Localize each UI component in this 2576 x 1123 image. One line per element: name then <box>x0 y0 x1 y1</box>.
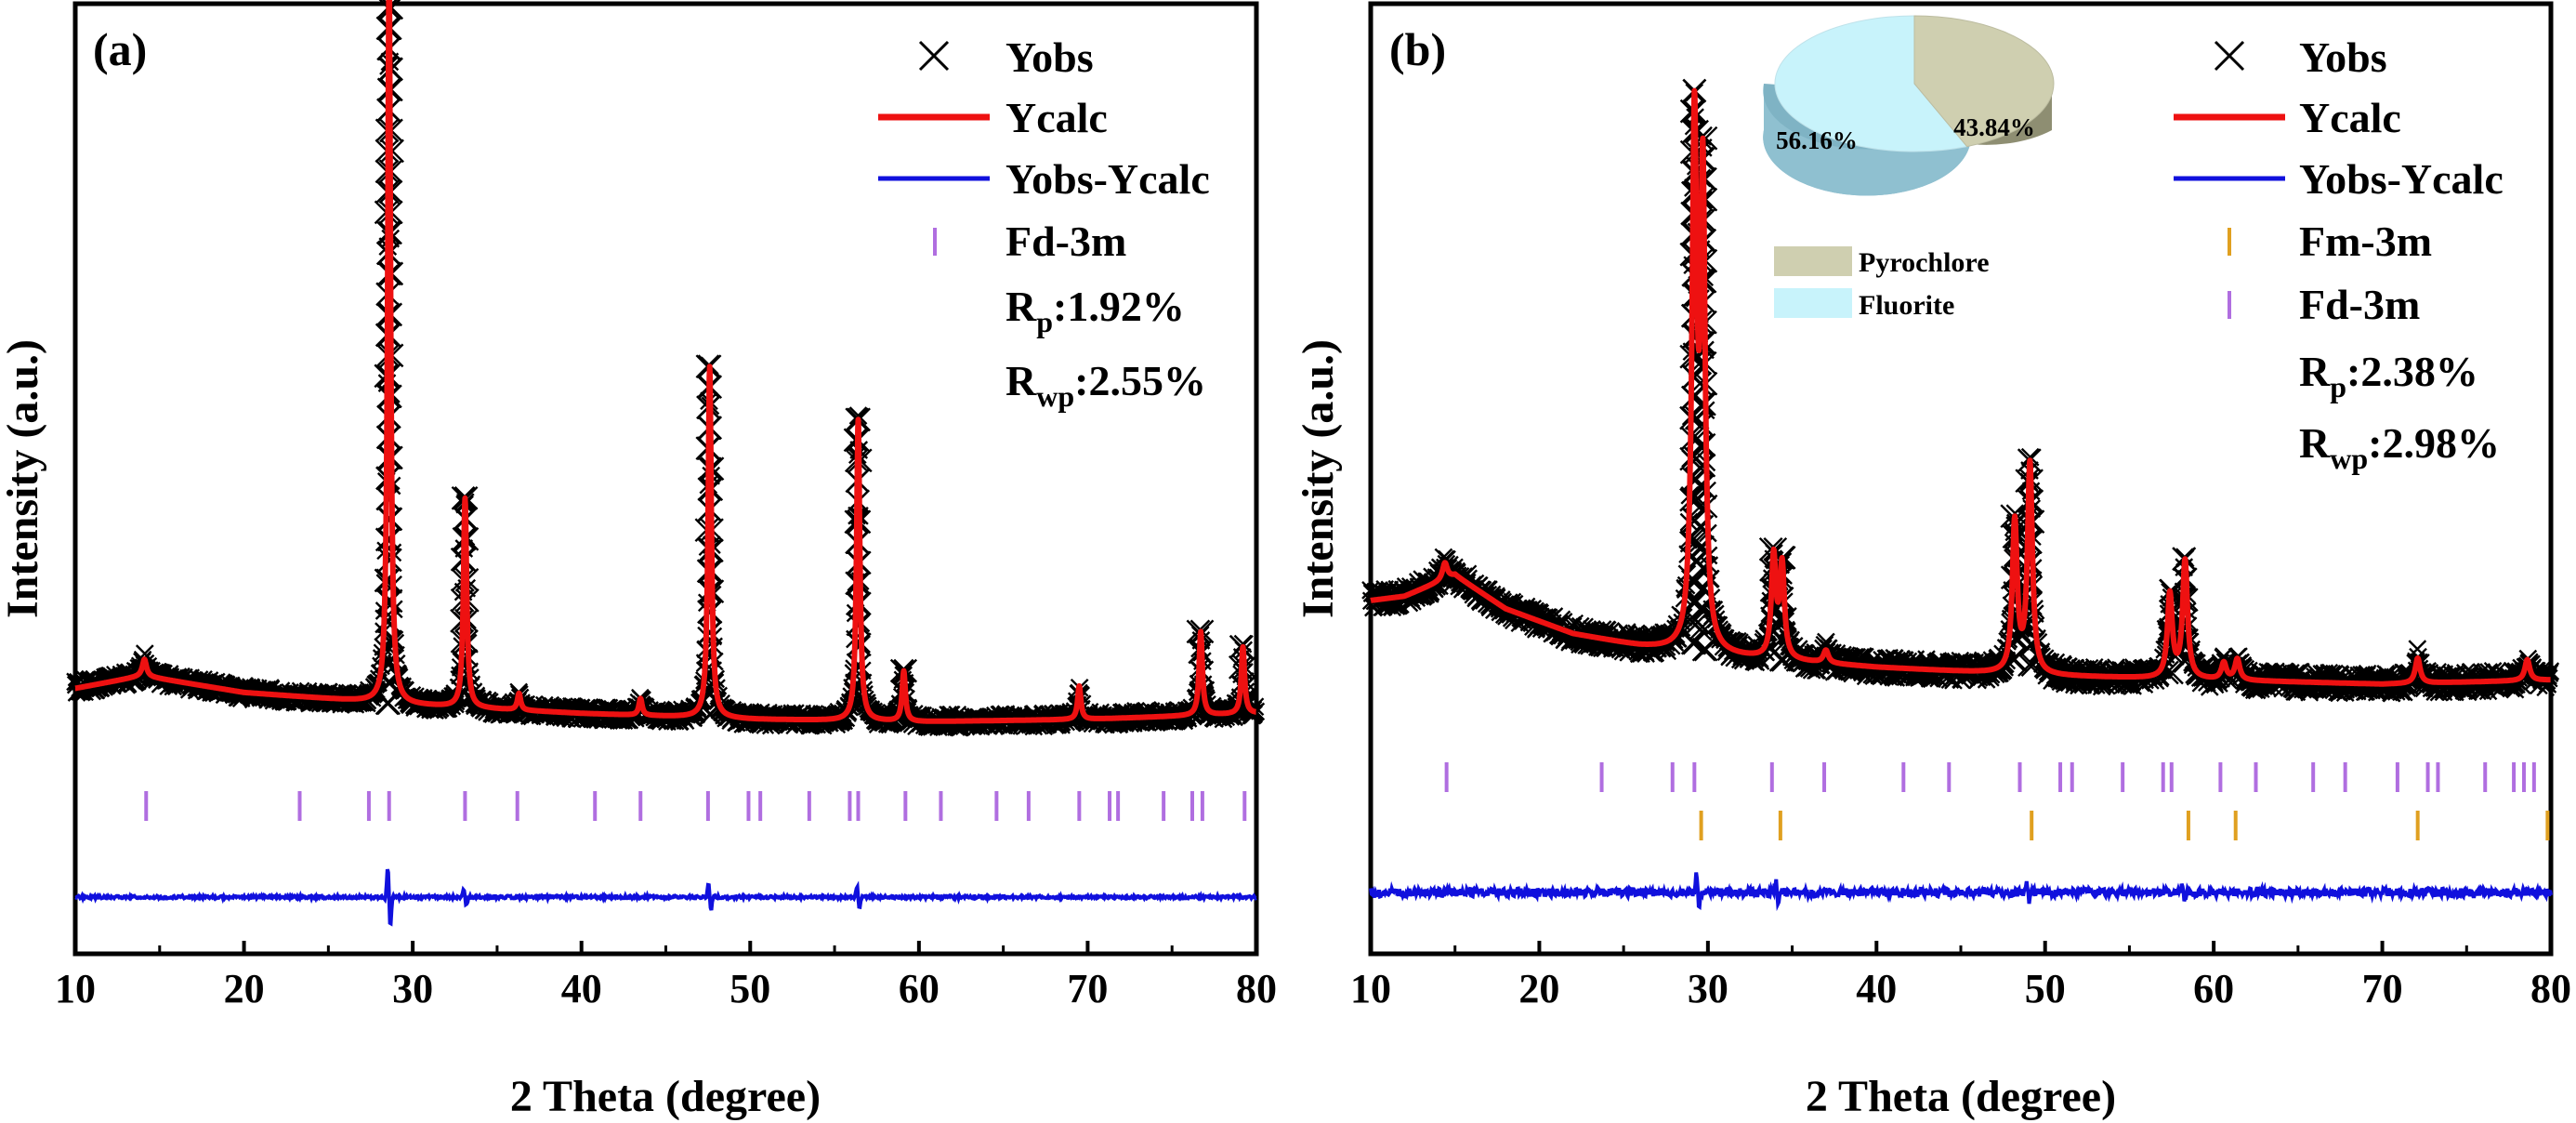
pie-slice-pyrochlore <box>1913 15 2055 148</box>
inset-pie-chart: 56.16% 43.84% Pyrochlore Fluorite <box>1763 15 2055 321</box>
x-tick-label: 20 <box>1518 966 1559 1011</box>
x-tick-label: 20 <box>224 966 265 1011</box>
panel-a: 10 20 30 40 50 60 70 80 (a) 2 Theta (degree) In… <box>0 0 1277 1121</box>
legend-yobs-label: Yobs <box>1005 33 1094 81</box>
x-axis-b: 10 20 30 40 50 60 70 80 <box>1350 941 2571 1011</box>
x-tick-label: 50 <box>729 966 770 1011</box>
x-tick-label: 50 <box>2025 966 2066 1011</box>
legend-diff-label-b: Yobs-Ycalc <box>2299 155 2504 203</box>
series-ycalc <box>1368 87 2554 687</box>
legend-fm3m-label: Fm-3m <box>2299 218 2432 265</box>
pie-legend-fluorite: Fluorite <box>1859 290 1954 321</box>
legend-yobs-marker <box>918 40 950 72</box>
pie-slice-fluorite <box>1774 15 1968 152</box>
pie-legend-pyrochlore: Pyrochlore <box>1859 247 1990 278</box>
r-factor-rp-a: Rp:1.92% <box>1005 283 1185 338</box>
series-ycalc <box>72 0 1259 724</box>
legend-yobs-marker-b <box>2214 40 2245 72</box>
r-factor-rwp-b: Rwp:2.98% <box>2299 419 2500 475</box>
r-factor-rwp-a: Rwp:2.55% <box>1005 357 1206 413</box>
r-factor-rp-b: Rp:2.38% <box>2299 348 2478 403</box>
y-axis-title-b: Intensity (a.u.) <box>1294 339 1343 618</box>
panel-b: 10 20 30 40 50 60 70 80 (b) 2 Theta (degree) In… <box>1294 1 2571 1121</box>
legend-ycalc-label-b: Ycalc <box>2299 94 2401 141</box>
legend-diff-label: Yobs-Ycalc <box>1005 155 1210 203</box>
x-tick-label: 70 <box>2362 966 2403 1011</box>
x-tick-label: 80 <box>2530 966 2571 1011</box>
plot-data-a <box>66 0 1266 927</box>
panel-label-b: (b) <box>1389 23 1446 75</box>
x-tick-label: 60 <box>899 966 940 1011</box>
pie-label-pyrochlore: 43.84% <box>1953 113 2035 141</box>
x-tick-label: 30 <box>392 966 433 1011</box>
x-tick-label: 70 <box>1067 966 1108 1011</box>
x-tick-label: 40 <box>561 966 602 1011</box>
x-tick-label: 10 <box>55 966 96 1011</box>
x-tick-label: 10 <box>1350 966 1391 1011</box>
legend-b: Yobs Ycalc Yobs-Ycalc Fm-3m Fd-3m Rp:2.3… <box>2174 33 2504 475</box>
legend-fd3m-label: Fd-3m <box>1005 218 1126 265</box>
legend-a: Yobs Ycalc Yobs-Ycalc Fd-3m Rp:1.92% Rwp… <box>878 33 1210 413</box>
x-axis-title-a: 2 Theta (degree) <box>510 1072 821 1121</box>
legend-ycalc-label: Ycalc <box>1005 94 1108 141</box>
x-tick-label: 30 <box>1688 966 1728 1011</box>
series-yobs-ycalc <box>1369 872 2553 912</box>
x-axis-a: 10 20 30 40 50 60 70 80 <box>55 941 1277 1011</box>
series-yobs-ycalc <box>74 868 1257 927</box>
x-axis-title-b: 2 Theta (degree) <box>1806 1072 2116 1121</box>
pie-label-fluorite: 56.16% <box>1776 126 1858 154</box>
panel-label-a: (a) <box>93 23 147 75</box>
legend-fd3m-label-b: Fd-3m <box>2299 281 2420 328</box>
x-tick-label: 60 <box>2193 966 2234 1011</box>
legend-yobs-label-b: Yobs <box>2299 33 2387 81</box>
y-axis-title-a: Intensity (a.u.) <box>0 339 47 618</box>
x-tick-label: 40 <box>1856 966 1897 1011</box>
plot-data-b <box>1361 78 2560 912</box>
pie-legend-swatch-pyrochlore <box>1774 246 1852 276</box>
pie-side-fluorite-left <box>1763 84 1970 196</box>
pie-legend-swatch-fluorite <box>1774 288 1852 318</box>
x-tick-label: 80 <box>1236 966 1277 1011</box>
